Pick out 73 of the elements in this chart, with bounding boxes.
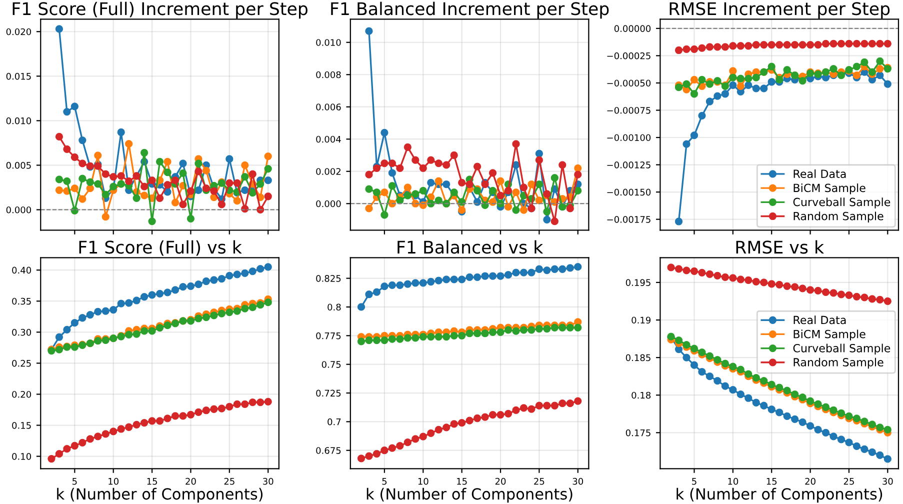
x-tick-label: 5 — [72, 478, 77, 485]
x-tick-label: 20 — [805, 478, 816, 485]
y-tick-label: 0.010 — [6, 117, 32, 124]
y-tick-label: 0.775 — [316, 332, 341, 340]
x-tick-label: 5 — [692, 478, 696, 485]
x-tick-label: 15 — [147, 478, 157, 485]
legend-label: Real Data — [794, 169, 846, 178]
y-tick-label: 0.75 — [322, 361, 341, 368]
legend-label: Curveball Sample — [793, 344, 890, 354]
chart-title: F1 Score (Full) Increment per Step — [12, 2, 308, 19]
chart-title: F1 Balanced Increment per Step — [331, 2, 609, 19]
chart-title: F1 Balanced vs k — [398, 240, 544, 254]
y-tick-label: −0.00175 — [607, 216, 650, 223]
legend-label: Curveball Sample — [793, 198, 890, 208]
y-tick-label: 0.195 — [626, 279, 650, 286]
x-tick-label: 25 — [224, 478, 234, 485]
y-tick-label: 0.000 — [6, 206, 32, 214]
x-tick-label: 25 — [534, 478, 544, 485]
y-tick-label: 0.015 — [6, 72, 31, 80]
x-axis-title: k (Number of Components) — [57, 488, 263, 503]
y-tick-label: 0.175 — [626, 429, 650, 436]
legend-label: BiCM Sample — [794, 184, 866, 194]
legend-label: BiCM Sample — [794, 330, 866, 340]
y-tick-label: 0.825 — [316, 275, 341, 282]
y-tick-label: 0.725 — [316, 390, 341, 397]
y-tick-label: −0.00075 — [607, 106, 650, 114]
y-tick-label: 0.004 — [316, 136, 341, 143]
y-tick-label: −0.00125 — [607, 162, 650, 168]
x-tick-label: 20 — [495, 478, 506, 485]
y-tick-label: −0.00100 — [607, 134, 651, 142]
y-tick-label: 0.40 — [12, 266, 32, 274]
y-tick-label: 0.020 — [6, 28, 32, 36]
y-tick-label: 0.7 — [328, 418, 341, 426]
x-tick-label: 15 — [457, 478, 467, 485]
x-tick-label: 30 — [572, 478, 584, 485]
y-tick-label: 0.006 — [316, 104, 341, 110]
y-tick-label: 0.25 — [12, 360, 31, 367]
y-tick-label: −0.00150 — [607, 188, 651, 196]
y-tick-label: 0.00000 — [614, 25, 651, 32]
chart-title: RMSE vs k — [736, 240, 824, 254]
x-tick-label: 30 — [263, 478, 274, 485]
x-tick-label: 10 — [108, 478, 119, 485]
legend-label: Random Sample — [794, 358, 884, 369]
y-tick-label: 0.18 — [632, 392, 651, 399]
y-tick-label: 0.20 — [12, 390, 32, 398]
y-tick-label: 0.000 — [316, 200, 341, 208]
y-tick-label: 0.35 — [12, 298, 31, 305]
y-tick-label: −0.00025 — [607, 52, 650, 60]
x-tick-label: 5 — [382, 478, 387, 485]
y-tick-label: 0.005 — [6, 162, 31, 169]
x-axis-title: k (Number of Components) — [366, 488, 572, 503]
y-tick-label: 0.010 — [316, 39, 341, 46]
x-tick-label: 10 — [728, 478, 738, 485]
y-tick-label: 0.19 — [632, 316, 651, 324]
chart-title: RMSE Increment per Step — [670, 2, 890, 19]
chart-title: F1 Score (Full) vs k — [79, 240, 242, 256]
x-tick-label: 15 — [766, 478, 777, 485]
x-tick-label: 20 — [186, 478, 196, 485]
x-tick-label: 30 — [882, 478, 893, 485]
y-tick-label: 0.8 — [328, 304, 341, 311]
y-tick-label: 0.15 — [12, 422, 31, 429]
legend-label: Random Sample — [794, 212, 884, 222]
y-tick-label: 0.002 — [316, 168, 340, 175]
y-tick-label: 0.30 — [12, 328, 32, 336]
legend-label: Real Data — [794, 316, 846, 324]
y-tick-label: −0.00050 — [607, 80, 651, 87]
y-tick-label: 0.675 — [316, 447, 341, 454]
y-tick-label: 0.008 — [316, 71, 341, 78]
y-tick-label: 0.185 — [626, 354, 650, 362]
x-axis-title: k (Number of Components) — [676, 488, 882, 503]
y-tick-label: 0.10 — [12, 453, 32, 460]
x-tick-label: 10 — [418, 478, 428, 485]
x-tick-label: 25 — [844, 478, 854, 485]
